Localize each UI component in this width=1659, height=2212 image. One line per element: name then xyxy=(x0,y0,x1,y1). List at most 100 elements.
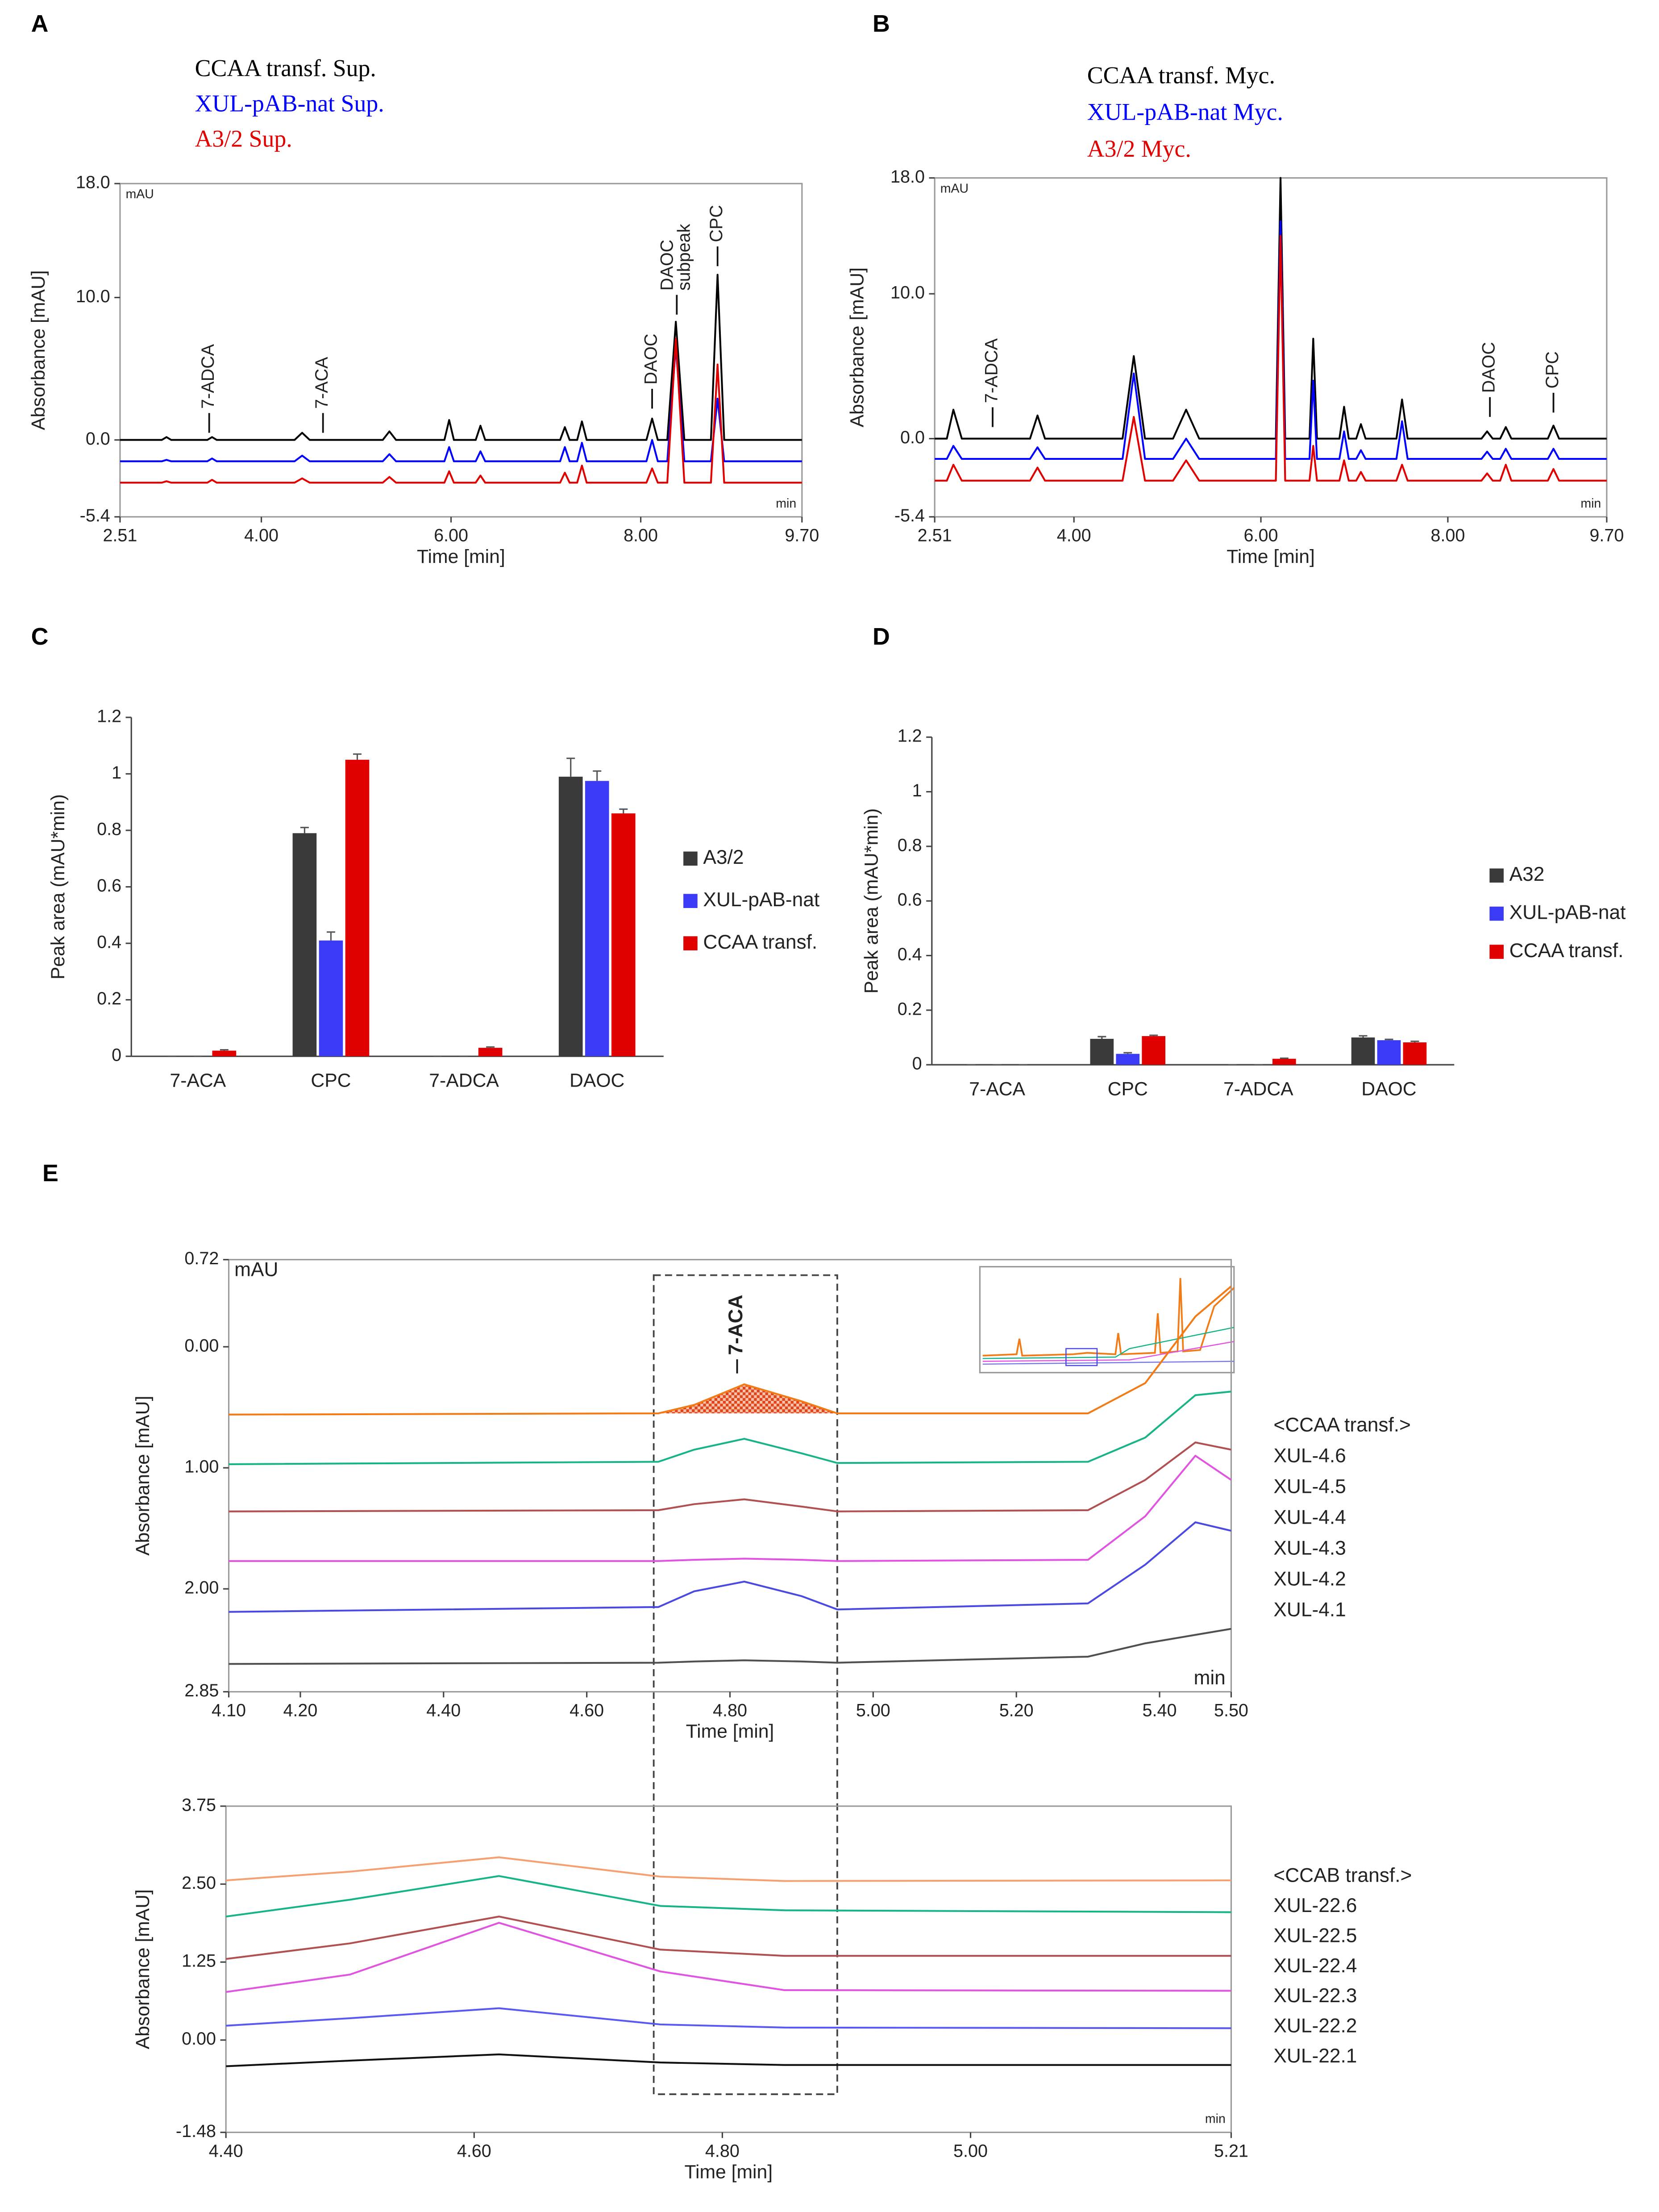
bar xyxy=(585,781,609,1057)
x-axis-title: Time [min] xyxy=(417,546,505,567)
x-unit: min xyxy=(1205,2112,1226,2126)
legend-entry: XUL-4.5 xyxy=(1273,1476,1346,1498)
error-bar xyxy=(1098,1036,1106,1039)
bar xyxy=(611,813,636,1057)
y-tick-label: 0.6 xyxy=(898,890,922,910)
legend-entry: CCAA transf. Sup. xyxy=(195,55,376,82)
x-tick-label: DAOC xyxy=(1361,1078,1416,1100)
bar xyxy=(1116,1054,1140,1065)
y-tick-label: 18.0 xyxy=(890,167,925,187)
bar xyxy=(292,833,317,1057)
y-tick-label: 10.0 xyxy=(890,283,925,303)
y-tick-label: 0.4 xyxy=(97,933,121,952)
trace xyxy=(120,337,802,484)
y-tick-label: 0.8 xyxy=(97,819,121,839)
y-tick-label: 18.0 xyxy=(76,173,110,192)
error-bar xyxy=(300,827,309,833)
panel-label: A xyxy=(31,10,49,37)
y-tick-label: 0.72 xyxy=(184,1249,219,1268)
traces xyxy=(120,274,802,484)
legend-swatch xyxy=(1489,945,1504,959)
legend-swatch xyxy=(1489,868,1504,883)
y-tick-label: 0.8 xyxy=(898,835,922,855)
trace xyxy=(229,1441,1231,1512)
shaded-peak xyxy=(658,1384,838,1414)
y-tick-label: 0.4 xyxy=(898,945,922,964)
y-tick-label: -5.4 xyxy=(80,506,110,525)
trace xyxy=(935,220,1607,460)
legend-entry: A32 xyxy=(1509,863,1545,885)
y-tick-label: 1 xyxy=(912,781,922,800)
error-bar xyxy=(220,1049,229,1051)
plot-frame xyxy=(225,1805,1232,2133)
legend-entry: XUL-pAB-nat Myc. xyxy=(1087,99,1283,125)
trace xyxy=(226,1875,1231,1918)
x-tick-label: 5.40 xyxy=(1143,1700,1177,1720)
y-tick-label: 0.2 xyxy=(898,999,922,1019)
legend-entry: XUL-pAB-nat Sup. xyxy=(195,90,384,117)
legend-entry: XUL-22.5 xyxy=(1273,1925,1357,1946)
x-tick-label: DAOC xyxy=(570,1070,624,1091)
y-tick-label: 1.2 xyxy=(898,726,922,746)
trace xyxy=(226,2007,1231,2029)
y-tick-label: 1.25 xyxy=(182,1951,216,1971)
x-unit: min xyxy=(1580,496,1601,511)
x-tick-label: 9.70 xyxy=(1589,525,1624,545)
y-tick-label: -5.4 xyxy=(894,506,925,525)
highlight-box xyxy=(653,1274,838,2095)
legend-entry: CCAA transf. xyxy=(703,931,817,953)
plot-frame xyxy=(934,177,1608,518)
legend-swatch xyxy=(683,936,698,950)
x-tick-label: 8.00 xyxy=(1430,525,1465,545)
y-tick-label: 0.0 xyxy=(86,429,110,449)
bar xyxy=(212,1050,237,1057)
annotation: CPC xyxy=(1543,351,1562,388)
bar xyxy=(345,759,370,1057)
y-tick-label: 2.85 xyxy=(184,1681,219,1700)
trace xyxy=(226,2053,1231,2067)
y-unit: mAU xyxy=(940,181,969,196)
y-tick-label: 0.2 xyxy=(97,989,121,1008)
y-tick-label: 3.75 xyxy=(182,1795,216,1815)
y-axis-title: Absorbance [mAU] xyxy=(132,1396,154,1556)
y-tick-label: 0.6 xyxy=(97,876,121,896)
trace xyxy=(226,1922,1231,1993)
error-bar xyxy=(326,931,335,941)
panel-label: C xyxy=(31,623,49,650)
x-tick-label: 4.20 xyxy=(283,1700,317,1720)
y-tick-label: 0 xyxy=(112,1046,121,1065)
traces xyxy=(935,177,1607,482)
y-tick-label: 2.50 xyxy=(182,1873,216,1893)
x-tick-label: 5.21 xyxy=(1214,2141,1248,2161)
legend-entry: A3/2 Myc. xyxy=(1087,135,1191,162)
trace xyxy=(226,1856,1231,1882)
annotation: DAOC xyxy=(1479,342,1499,393)
y-tick-label: 1.2 xyxy=(97,706,121,726)
y-axis-title: Peak area (mAU*min) xyxy=(861,808,882,994)
x-tick-label: 4.00 xyxy=(244,525,279,545)
bar xyxy=(478,1048,503,1057)
y-axis-title: Absorbance [mAU] xyxy=(28,270,49,430)
x-tick-label: 4.80 xyxy=(713,1700,747,1720)
legend-entry: XUL-pAB-nat xyxy=(1509,901,1626,923)
x-axis-title: Time [min] xyxy=(685,2162,773,2183)
bar xyxy=(558,776,583,1057)
bar xyxy=(1403,1042,1427,1065)
annotation: CPC xyxy=(707,205,726,242)
y-unit: mAU xyxy=(126,187,154,201)
legend-swatch xyxy=(683,851,698,866)
y-tick-label: 10.0 xyxy=(76,287,110,306)
legend-entry: XUL-22.1 xyxy=(1273,2045,1357,2067)
bar xyxy=(1272,1058,1296,1065)
traces xyxy=(229,1285,1231,1665)
panel-label: D xyxy=(873,623,890,650)
legend-swatch xyxy=(1489,906,1504,921)
annotation: DAOC xyxy=(641,333,661,384)
error-bar xyxy=(619,808,628,814)
y-tick-label: 1.00 xyxy=(184,1457,219,1476)
traces xyxy=(226,1856,1231,2067)
error-bar xyxy=(486,1046,495,1048)
y-tick-label: 0.00 xyxy=(182,2029,216,2049)
legend-entry: XUL-4.6 xyxy=(1273,1445,1346,1467)
